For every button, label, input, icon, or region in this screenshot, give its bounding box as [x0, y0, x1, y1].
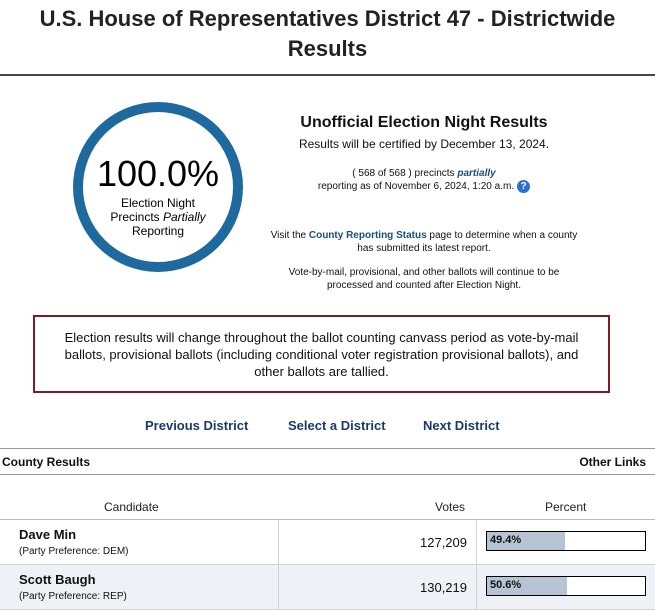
- cell-divider: [278, 520, 279, 564]
- candidate-party: (Party Preference: REP): [19, 591, 127, 602]
- cell-divider: [278, 565, 279, 609]
- table-header-rule: [0, 519, 655, 520]
- percent-bar-fill: [487, 532, 565, 550]
- candidate-votes: 127,209: [420, 535, 467, 550]
- candidate-name: Scott Baugh: [19, 572, 96, 587]
- candidate-name: Dave Min: [19, 527, 77, 542]
- county-status-pre: Visit the: [270, 230, 309, 241]
- column-header-votes: Votes: [435, 500, 466, 514]
- county-status-post: page to determine when a county has subm…: [357, 230, 578, 254]
- page-title-text: U.S. House of Representatives District 4…: [39, 6, 616, 61]
- reporting-caption: Election Night Precincts Partially Repor…: [83, 196, 233, 238]
- reporting-caption-line2-em: Partially: [163, 210, 206, 224]
- table-row: Scott Baugh (Party Preference: REP) 130,…: [0, 565, 655, 609]
- precincts-count: ( 568 of 568 ) precincts: [352, 168, 458, 179]
- percent-label: 49.4%: [490, 534, 522, 546]
- percent-label: 50.6%: [490, 579, 522, 591]
- county-reporting-status-link[interactable]: County Reporting Status: [308, 230, 427, 241]
- next-district-link[interactable]: Next District: [423, 418, 500, 433]
- results-heading: Unofficial Election Night Results: [300, 114, 548, 131]
- county-results-tab[interactable]: County Results: [2, 455, 91, 469]
- reporting-percent: 100.0%: [96, 153, 220, 194]
- precincts-count-line: ( 568 of 568 ) precincts partially: [268, 167, 580, 180]
- precincts-status: ( 568 of 568 ) precincts partially repor…: [268, 167, 580, 193]
- reporting-caption-line1: Election Night: [120, 196, 196, 210]
- page-title: U.S. House of Representatives District 4…: [0, 4, 655, 64]
- column-header-percent: Percent: [545, 500, 587, 514]
- select-district-link[interactable]: Select a District: [288, 418, 386, 433]
- section-bar-bottom-rule: [0, 474, 655, 475]
- precincts-time-line: reporting as of November 6, 2024, 1:20 a…: [268, 180, 580, 193]
- percent-bar: 49.4%: [486, 531, 646, 551]
- precincts-time: reporting as of November 6, 2024, 1:20 a…: [317, 181, 515, 193]
- section-bar-top-rule: [0, 448, 655, 449]
- table-row: Dave Min (Party Preference: DEM) 127,209…: [0, 520, 655, 564]
- reporting-ring: 100.0% Election Night Precincts Partiall…: [73, 102, 243, 272]
- reporting-ring-circle: [73, 102, 243, 272]
- certification-note: Results will be certified by December 13…: [298, 137, 550, 151]
- candidate-party: (Party Preference: DEM): [19, 546, 129, 557]
- precincts-partially: partially: [457, 168, 496, 179]
- help-icon[interactable]: ?: [517, 180, 531, 193]
- column-header-candidate: Candidate: [104, 500, 159, 514]
- vote-by-mail-note: Vote-by-mail, provisional, and other bal…: [288, 267, 560, 291]
- cell-divider: [476, 520, 477, 564]
- row-divider: [0, 564, 655, 565]
- percent-bar: 50.6%: [486, 576, 646, 596]
- reporting-caption-line2: Precincts Partially: [83, 210, 233, 224]
- previous-district-link[interactable]: Previous District: [145, 418, 249, 433]
- reporting-caption-line2-pre: Precincts: [110, 210, 163, 224]
- county-status-note: Visit the County Reporting Status page t…: [268, 229, 580, 255]
- cell-divider: [476, 565, 477, 609]
- results-warning-text: Election results will change throughout …: [64, 330, 579, 379]
- title-divider: [0, 74, 655, 76]
- results-warning-box: Election results will change throughout …: [33, 315, 610, 393]
- reporting-caption-line3: Reporting: [131, 224, 185, 238]
- other-links-tab[interactable]: Other Links: [579, 455, 646, 469]
- candidate-votes: 130,219: [420, 580, 467, 595]
- percent-bar-fill: [487, 577, 567, 595]
